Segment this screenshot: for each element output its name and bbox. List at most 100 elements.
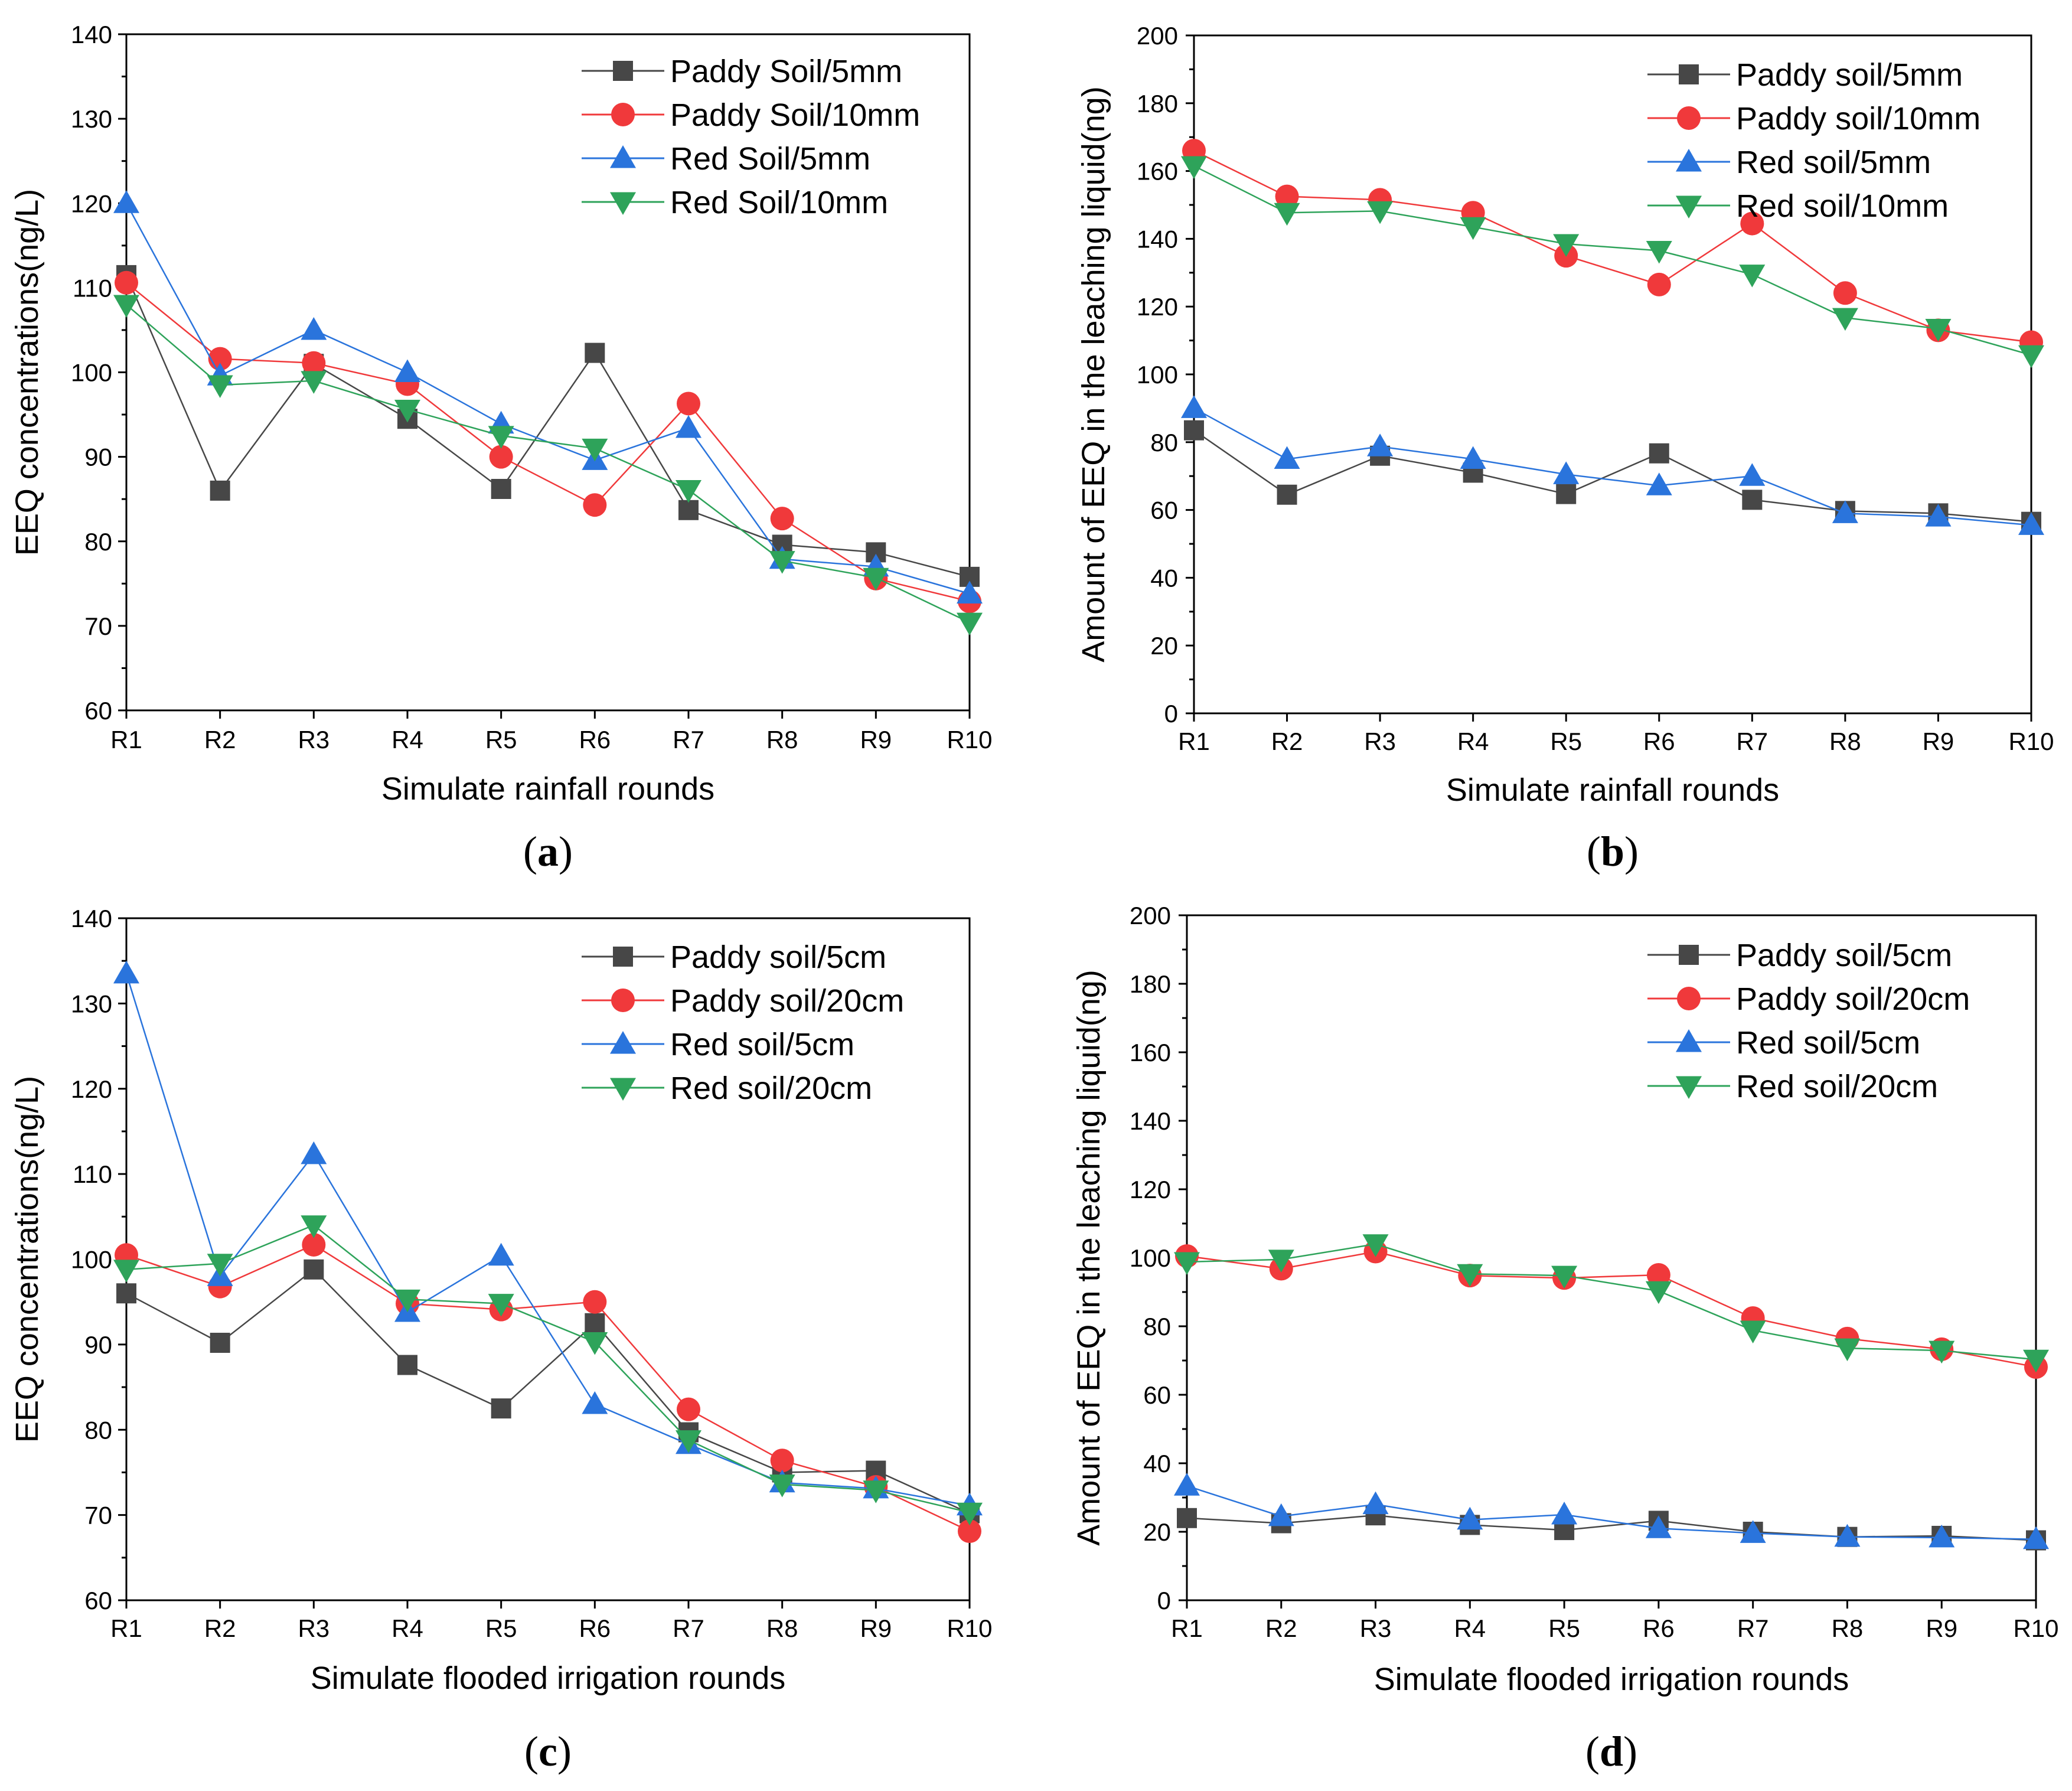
legend-marker xyxy=(610,145,636,168)
data-point xyxy=(1362,1491,1389,1515)
data-point xyxy=(1739,265,1766,288)
y-axis-title: EEQ concentrations(ng/L) xyxy=(9,1076,45,1443)
x-tick-label: R5 xyxy=(485,1614,517,1642)
data-point xyxy=(301,317,327,340)
data-point xyxy=(1740,1520,1766,1543)
y-tick-label: 80 xyxy=(1150,429,1178,456)
panel-label-close: ) xyxy=(1623,1728,1637,1775)
x-tick-label: R9 xyxy=(1923,728,1954,755)
series-line xyxy=(126,282,970,602)
series-3 xyxy=(1174,1234,2049,1373)
data-point xyxy=(491,1398,511,1419)
x-tick-label: R8 xyxy=(1832,1614,1864,1642)
panel-label-close: ) xyxy=(557,1728,572,1775)
y-tick-label: 60 xyxy=(1143,1381,1171,1409)
data-point xyxy=(301,371,327,394)
y-tick-label: 60 xyxy=(1150,497,1178,524)
x-tick-label: R4 xyxy=(1454,1614,1486,1642)
y-tick-label: 140 xyxy=(1137,225,1178,253)
data-point xyxy=(1929,1524,1955,1548)
data-point xyxy=(676,1430,701,1453)
y-tick-label: 100 xyxy=(71,1246,112,1274)
series-2 xyxy=(1181,395,2044,535)
legend-marker xyxy=(1676,1076,1702,1099)
x-tick-label: R2 xyxy=(204,1614,236,1642)
panel-label-close: ) xyxy=(559,828,573,875)
data-point xyxy=(678,500,699,520)
x-tick-label: R8 xyxy=(766,1614,798,1642)
x-tick-label: R6 xyxy=(1643,728,1675,755)
data-point xyxy=(304,1259,324,1280)
data-point xyxy=(397,1355,417,1375)
x-tick-label: R3 xyxy=(298,726,329,753)
data-point xyxy=(1457,1264,1483,1287)
legend-label: Red soil/10mm xyxy=(1736,188,1949,224)
series-line xyxy=(125,275,970,578)
data-point xyxy=(583,493,607,517)
series-line xyxy=(1186,1514,2037,1541)
x-tick-label: R6 xyxy=(579,726,611,753)
data-point xyxy=(1184,420,1204,441)
x-tick-label: R7 xyxy=(1737,1614,1769,1642)
data-point xyxy=(488,1242,514,1266)
data-point xyxy=(863,567,889,591)
legend-marker xyxy=(611,989,635,1012)
panel-label-open: ( xyxy=(524,1728,539,1775)
data-point xyxy=(770,507,794,531)
legend-marker xyxy=(610,1078,636,1101)
data-point xyxy=(1274,446,1300,469)
series-line xyxy=(126,304,970,624)
data-point xyxy=(1833,281,1857,305)
data-point xyxy=(489,445,513,469)
data-point xyxy=(677,392,700,416)
data-point xyxy=(957,580,983,603)
data-point xyxy=(207,375,233,398)
panel-label-open: ( xyxy=(1587,828,1601,875)
y-tick-label: 20 xyxy=(1143,1518,1171,1546)
x-tick-label: R4 xyxy=(391,726,423,753)
data-point xyxy=(1177,1508,1197,1528)
x-tick-label: R7 xyxy=(673,1614,704,1642)
data-point xyxy=(302,351,326,375)
y-tick-label: 160 xyxy=(1130,1039,1171,1066)
legend-label: Paddy soil/5cm xyxy=(1736,938,1952,973)
y-tick-label: 180 xyxy=(1130,970,1171,998)
x-tick-label: R8 xyxy=(1829,728,1861,755)
x-tick-label: R3 xyxy=(1364,728,1396,755)
data-point xyxy=(1646,472,1672,495)
data-point xyxy=(769,1474,795,1498)
data-point xyxy=(1556,484,1577,504)
data-point xyxy=(1274,203,1300,226)
data-point xyxy=(676,415,701,438)
series-line xyxy=(1186,1251,2037,1368)
data-point xyxy=(1553,234,1580,257)
x-tick-label: R3 xyxy=(298,1614,329,1642)
legend: Paddy soil/5mm Paddy soil/10mm Red soil/5m… xyxy=(1647,57,1980,224)
panel-label-close: ) xyxy=(1624,828,1639,875)
y-tick-label: 90 xyxy=(84,1331,112,1359)
panel-c: 60 70 80 90 100 110 120 130 140 R1 R2 R3 R4 R5 R6 R7 R8 R… xyxy=(9,905,993,1775)
series-line xyxy=(1186,1243,2037,1361)
legend: Paddy Soil/5mm Paddy Soil/10mm Red Soil/5m… xyxy=(582,54,920,220)
y-tick-label: 80 xyxy=(84,1416,112,1444)
data-point xyxy=(491,479,511,500)
data-point xyxy=(210,1332,230,1353)
legend-label: Paddy soil/10mm xyxy=(1736,101,1980,136)
y-tick-label: 80 xyxy=(84,528,112,556)
plot-frame xyxy=(1193,34,2032,715)
series-3 xyxy=(113,1215,983,1526)
legend-marker xyxy=(1676,1029,1702,1052)
data-point xyxy=(488,1294,514,1317)
series-line xyxy=(125,203,970,595)
x-tick-label: R7 xyxy=(1736,728,1768,755)
legend-label: Paddy Soil/5mm xyxy=(670,54,902,89)
y-tick-label: 90 xyxy=(84,443,112,471)
data-point xyxy=(301,1215,327,1238)
y-tick-label: 70 xyxy=(84,612,112,640)
data-point xyxy=(770,1449,794,1473)
x-tick-label: R1 xyxy=(1178,728,1210,755)
legend-marker xyxy=(1679,64,1699,84)
y-tick-label: 60 xyxy=(84,697,112,725)
data-point xyxy=(958,1519,981,1544)
data-point xyxy=(115,270,138,295)
